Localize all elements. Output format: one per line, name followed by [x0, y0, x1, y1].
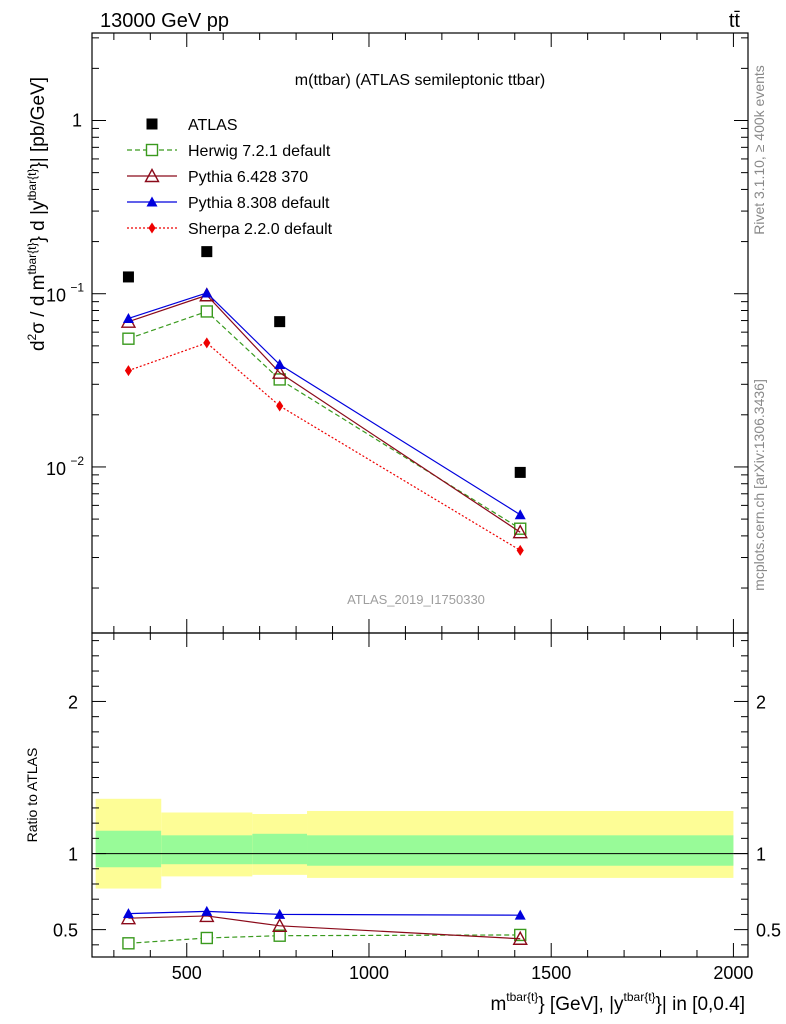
- y-tick-label-ratio-left: 2: [68, 692, 78, 712]
- main-data-point: [272, 364, 288, 379]
- main-series-line: [128, 342, 521, 551]
- main-series-4: [124, 337, 524, 556]
- main-data-point: [201, 287, 213, 298]
- ratio-data-point: [512, 930, 528, 945]
- main-data-point: [273, 373, 286, 386]
- ratio-data-point: [200, 931, 214, 945]
- main-series-line: [128, 294, 521, 533]
- ratio-data-point: [514, 928, 527, 942]
- ratio-data-point: [122, 908, 134, 919]
- legend-label: Pythia 6.428 370: [188, 169, 308, 186]
- ratio-data-point: [122, 937, 135, 950]
- main-series-line: [128, 310, 521, 530]
- main-data-point: [516, 544, 524, 556]
- header-left-label: 13000 GeV pp: [100, 10, 229, 32]
- legend-marker: [148, 222, 156, 234]
- mcplots-label: mcplots.cern.ch [arXiv:1306.3436]: [751, 379, 767, 591]
- x-tick-label: 500: [172, 963, 202, 983]
- y-tick-label-main-exponent: −1: [70, 281, 84, 295]
- ratio-data-point: [274, 908, 286, 919]
- ratio-series-line: [128, 915, 521, 940]
- main-data-point: [514, 466, 526, 478]
- x-tick-label: 1000: [349, 963, 389, 983]
- x-axis-label: mtbar{t}} [GeV], |ytbar{t}}| in [0,0.4]: [490, 990, 745, 1015]
- y-tick-label-main: 10: [46, 459, 66, 479]
- legend-label: Sherpa 2.2.0 default: [188, 221, 333, 238]
- main-title: m(ttbar) (ATLAS semileptonic ttbar): [295, 72, 545, 89]
- ratio-data-point: [201, 905, 213, 916]
- y-tick-label-ratio-left: 1: [68, 845, 78, 865]
- main-data-point: [200, 305, 214, 318]
- main-data-point: [514, 509, 526, 520]
- ratio-data-point: [514, 909, 526, 920]
- legend-marker: [144, 168, 160, 183]
- main-data-point: [122, 312, 134, 323]
- y-tick-label-ratio-left: 0.5: [53, 921, 78, 941]
- plot-layer: 500 1000 1500 2000 1 10 −1 10 −2 0.5 0.5 1 1 2 2 ATLAS H…: [25, 32, 781, 1015]
- ratio-series-2: [122, 905, 526, 920]
- ratio-band-inner-0: [95, 830, 162, 868]
- main-data-point: [512, 524, 528, 539]
- y-tick-label-ratio-right: 1: [756, 845, 766, 865]
- ratio-data-point: [272, 917, 288, 933]
- ratio-band-inner-2: [252, 833, 308, 865]
- ratio-band-inner-3: [307, 835, 734, 866]
- legend-marker: [146, 196, 158, 207]
- y-tick-label-main: 10: [46, 286, 66, 306]
- main-data-point: [201, 246, 213, 258]
- header-right-label: tt̄: [729, 10, 741, 32]
- legend-label: Herwig 7.2.1 default: [188, 143, 331, 160]
- main-series-1: [122, 305, 527, 535]
- y-tick-label-main: 1: [72, 111, 82, 131]
- legend-marker: [145, 143, 159, 157]
- ratio-series-0: [122, 928, 527, 950]
- y-tick-label-ratio-right: 0.5: [756, 921, 781, 941]
- main-data-point: [122, 332, 135, 345]
- rivet-label: Rivet 3.1.10, ≥ 400k events: [751, 65, 767, 235]
- y-tick-label-main-exponent: −2: [70, 454, 84, 468]
- legend-label: ATLAS: [188, 117, 238, 134]
- legend-marker: [146, 118, 158, 130]
- main-data-point: [122, 271, 134, 283]
- ratio-y-axis-label: Ratio to ATLAS: [24, 748, 40, 843]
- x-tick-label: 1500: [531, 963, 571, 983]
- legend: ATLAS Herwig 7.2.1 default Pythia 6.428 37…: [127, 117, 333, 238]
- main-data-point: [276, 400, 284, 412]
- main-series-3: [122, 287, 526, 520]
- ratio-data-point: [273, 929, 286, 942]
- x-tick-label: 2000: [713, 963, 753, 983]
- ratio-band-inner-1: [161, 835, 253, 865]
- main-data-point: [124, 365, 133, 377]
- y-tick-label-ratio-right: 2: [756, 692, 766, 712]
- main-series-2: [120, 287, 528, 539]
- main-series-0: [122, 246, 526, 478]
- ratio-series-line: [128, 910, 521, 916]
- main-data-point: [274, 316, 286, 328]
- main-data-point: [203, 337, 211, 349]
- ratio-series-line: [128, 934, 521, 944]
- main-series-line: [128, 292, 521, 516]
- watermark: ATLAS_2019_I1750330: [347, 592, 485, 607]
- main-data-point: [274, 359, 286, 370]
- legend-label: Pythia 8.308 default: [188, 195, 330, 212]
- main-y-axis-label: d2σ / d mtbar{t}} d |ytbar{t}}| [pb/GeV]: [25, 77, 49, 351]
- ratio-plot-frame: [91, 632, 749, 958]
